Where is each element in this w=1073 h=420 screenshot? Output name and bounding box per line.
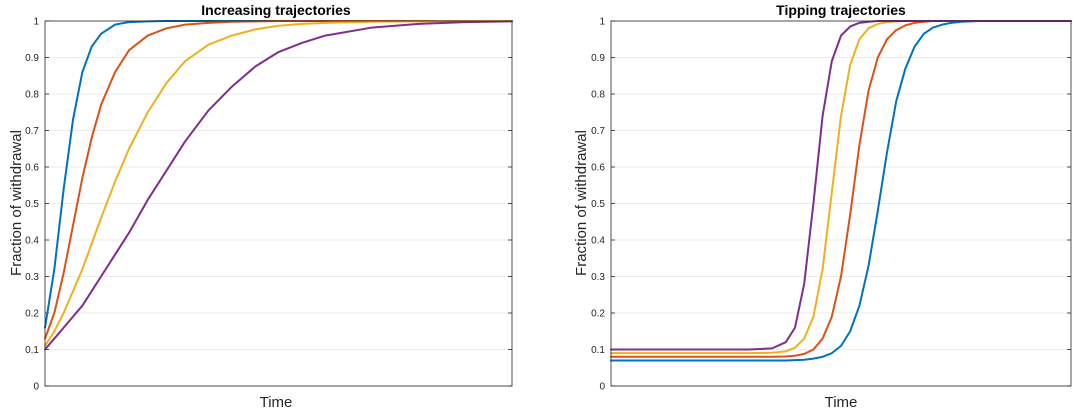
- y-axis-title: Fraction of withdrawal: [573, 130, 590, 276]
- axes-box: [610, 20, 1072, 387]
- chart-panel-tipping: Tipping trajectories Time Fraction of wi…: [573, 2, 1072, 411]
- y-tick-label: 0.1: [591, 345, 605, 356]
- y-tick-label: 1: [599, 17, 605, 28]
- axes-box: [44, 20, 513, 387]
- y-tick-label: 1: [33, 17, 39, 28]
- x-axis-title: Time: [260, 394, 293, 411]
- y-tick-label: 0.7: [591, 126, 605, 137]
- grid: [611, 20, 1071, 387]
- x-axis-title: Time: [825, 394, 858, 411]
- y-tick-label: 0.2: [25, 309, 39, 320]
- y-tick-label: 0.9: [591, 53, 605, 64]
- y-tick-label: 0.7: [25, 126, 39, 137]
- chart-title: Tipping trajectories: [776, 2, 906, 18]
- y-tick-label: 0: [599, 382, 605, 393]
- series-line-3: [44, 20, 513, 347]
- y-tick-label: 0.2: [591, 309, 605, 320]
- y-tick-label: 0.9: [25, 53, 39, 64]
- series-line-2: [610, 20, 1072, 358]
- y-axis-title: Fraction of withdrawal: [8, 130, 25, 276]
- y-tick-label: 0.4: [25, 236, 39, 247]
- y-tick-label: 0.6: [25, 163, 39, 174]
- series-line-1: [610, 20, 1072, 362]
- y-tick-label: 0.4: [591, 236, 605, 247]
- y-tick-label: 0.5: [591, 199, 605, 210]
- grid: [45, 20, 512, 387]
- chart-panel-increasing: Increasing trajectories Time Fraction of…: [8, 2, 513, 411]
- y-tick-label: 0.3: [25, 272, 39, 283]
- y-tick-label: 0.3: [591, 272, 605, 283]
- series-line-4: [610, 20, 1072, 351]
- y-tick-label: 0.8: [25, 90, 39, 101]
- y-tick-label: 0.1: [25, 345, 39, 356]
- chart-title: Increasing trajectories: [201, 2, 351, 18]
- y-tick-label: 0.6: [591, 163, 605, 174]
- series-line-4: [44, 20, 513, 351]
- series-line-1: [44, 20, 513, 329]
- series-line-3: [610, 20, 1072, 355]
- y-tick-label: 0.8: [591, 90, 605, 101]
- y-tick-label: 0.5: [25, 199, 39, 210]
- y-tick-label: 0: [33, 382, 39, 393]
